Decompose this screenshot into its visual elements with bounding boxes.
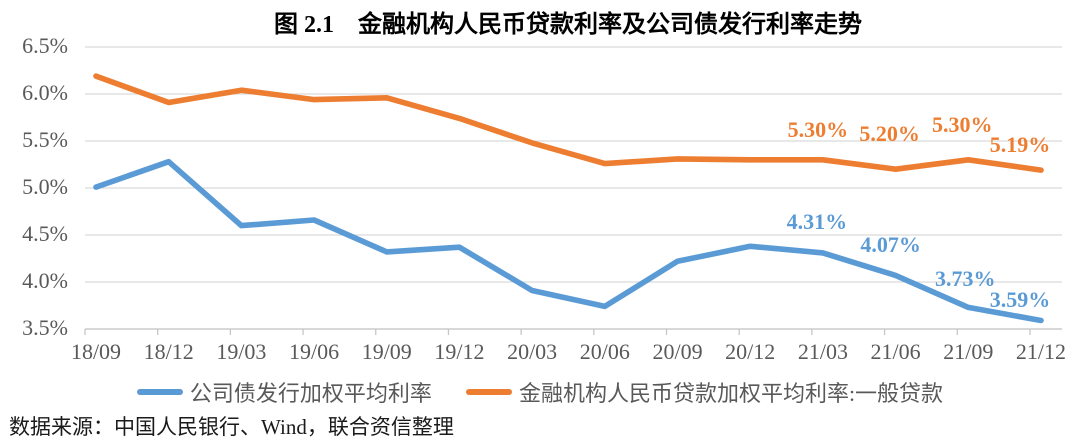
x-axis-label: 21/12 bbox=[1015, 339, 1067, 364]
data-label: 5.19% bbox=[989, 132, 1051, 158]
x-axis-label: 18/12 bbox=[143, 339, 194, 364]
x-axis-label: 21/09 bbox=[943, 339, 994, 364]
data-label: 3.59% bbox=[989, 286, 1051, 312]
data-label: 4.31% bbox=[786, 208, 848, 234]
source-note: 数据来源：中国人民银行、Wind，联合资信整理 bbox=[9, 415, 454, 439]
bond-rate-line bbox=[93, 158, 1044, 324]
x-axis-label: 18/09 bbox=[70, 339, 122, 364]
x-axis-label: 21/03 bbox=[797, 339, 848, 364]
y-axis-label: 5.0% bbox=[22, 173, 68, 199]
x-axis-label: 20/06 bbox=[579, 339, 630, 364]
x-axis-label: 20/09 bbox=[652, 339, 703, 364]
legend: 公司债发行加权平均利率 金融机构人民币贷款加权平均利率:一般贷款 bbox=[0, 376, 1080, 408]
data-label: 3.73% bbox=[935, 266, 996, 292]
y-axis-label: 6.0% bbox=[22, 79, 68, 105]
data-label: 4.07% bbox=[860, 232, 921, 258]
x-axis-label: 20/03 bbox=[507, 339, 558, 364]
x-axis-label: 21/06 bbox=[870, 339, 921, 364]
legend-swatch-loan-line-icon bbox=[465, 389, 512, 395]
x-axis-label: 19/03 bbox=[216, 339, 267, 364]
y-axis-label: 6.5% bbox=[22, 32, 68, 58]
legend-label-bond: 公司债发行加权平均利率 bbox=[189, 381, 432, 406]
x-axis-label: 20/12 bbox=[725, 339, 776, 364]
data-label: 5.30% bbox=[932, 111, 993, 137]
data-label: 5.30% bbox=[787, 116, 849, 142]
legend-swatch-bond-line-icon bbox=[136, 389, 183, 395]
x-axis-label: 19/09 bbox=[361, 339, 412, 364]
chart-title: 图 2.1 金融机构人民币贷款利率及公司债发行利率走势 bbox=[274, 12, 862, 38]
legend-label-loan: 金融机构人民币贷款加权平均利率:一般贷款 bbox=[518, 381, 944, 406]
y-axis-label: 3.5% bbox=[22, 314, 68, 340]
y-axis-label: 4.0% bbox=[22, 267, 68, 293]
loan-rate-line bbox=[93, 73, 1044, 173]
data-label: 5.20% bbox=[859, 121, 920, 147]
y-axis-label: 4.5% bbox=[22, 220, 68, 246]
legend-item-loan: 金融机构人民币贷款加权平均利率:一般贷款 bbox=[465, 376, 944, 408]
x-axis-label: 19/06 bbox=[289, 339, 340, 364]
x-axis-label: 19/12 bbox=[434, 339, 485, 364]
y-axis-label: 5.5% bbox=[22, 126, 68, 152]
legend-item-bond: 公司债发行加权平均利率 bbox=[136, 376, 432, 408]
